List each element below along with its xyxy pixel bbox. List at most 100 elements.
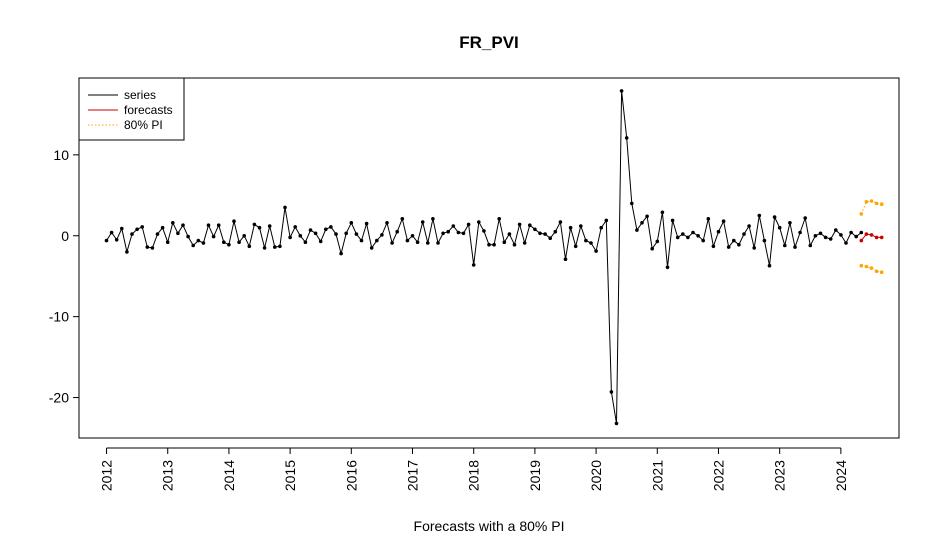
data-point — [818, 231, 823, 236]
x-tick-label: 2013 — [160, 460, 176, 491]
data-point — [747, 224, 751, 228]
data-point — [553, 229, 558, 234]
data-point — [395, 229, 400, 234]
data-point — [630, 201, 634, 206]
data-point — [354, 232, 359, 236]
data-point — [783, 243, 787, 248]
data-point — [426, 241, 430, 245]
data-point — [849, 230, 853, 235]
data-point — [227, 242, 231, 247]
x-tick-label: 2020 — [588, 460, 604, 491]
data-point — [864, 200, 869, 204]
data-point — [415, 240, 420, 244]
data-point — [686, 235, 690, 240]
data-point — [584, 238, 588, 243]
x-tick-label: 2014 — [221, 460, 237, 491]
data-point — [879, 235, 884, 240]
data-point — [349, 221, 354, 225]
data-point — [140, 225, 144, 229]
data-point — [854, 234, 858, 239]
data-point — [267, 224, 272, 228]
data-point — [466, 222, 471, 227]
data-point — [380, 233, 384, 237]
data-point — [410, 234, 415, 238]
data-point — [772, 215, 777, 219]
data-point — [691, 230, 695, 235]
data-point — [390, 241, 394, 245]
data-point — [420, 220, 425, 224]
data-point — [375, 238, 379, 243]
data-point — [543, 232, 547, 236]
data-point — [293, 225, 298, 229]
data-point — [859, 212, 864, 216]
data-point — [145, 245, 150, 249]
data-point — [160, 225, 165, 230]
data-point — [828, 237, 833, 241]
data-point — [120, 226, 124, 231]
series-layer — [104, 89, 884, 426]
data-point — [232, 219, 236, 223]
legend-label: series — [124, 88, 156, 102]
data-point — [803, 216, 807, 220]
data-point — [706, 217, 711, 221]
data-point — [497, 217, 502, 221]
data-point — [808, 243, 813, 248]
data-point — [211, 234, 216, 239]
data-point — [757, 213, 762, 218]
data-point — [308, 228, 313, 232]
data-point — [441, 231, 445, 236]
data-point — [125, 250, 129, 254]
data-point — [696, 234, 700, 238]
data-point — [793, 245, 797, 249]
x-tick-label: 2019 — [527, 460, 543, 491]
data-point — [711, 244, 716, 249]
data-point — [589, 241, 593, 245]
data-point — [278, 244, 282, 249]
data-point — [839, 233, 843, 237]
data-point — [665, 265, 670, 270]
data-point — [257, 225, 262, 230]
data-point — [155, 232, 160, 236]
data-point — [624, 136, 629, 140]
data-point — [171, 221, 175, 225]
x-tick-label: 2016 — [343, 460, 359, 491]
data-point — [288, 235, 292, 240]
data-point — [645, 214, 649, 219]
data-point — [655, 239, 660, 244]
data-point — [726, 245, 731, 249]
data-point — [777, 225, 782, 230]
x-axis: 2012 2013 2014 2015 2016 2017 2018 2019 2020 2021… — [99, 447, 849, 491]
data-point — [109, 230, 114, 235]
data-point — [874, 269, 879, 274]
data-point — [619, 89, 624, 93]
data-point — [609, 390, 614, 394]
data-point — [502, 240, 507, 244]
data-point — [313, 231, 318, 236]
data-point — [869, 199, 874, 203]
data-point — [359, 238, 364, 243]
legend-label: 80% PI — [124, 118, 163, 132]
data-point — [181, 223, 185, 227]
data-point — [507, 232, 512, 236]
data-point — [813, 234, 818, 238]
data-point — [385, 221, 389, 225]
x-tick-label: 2021 — [649, 460, 665, 491]
data-point — [528, 223, 532, 227]
data-point — [660, 210, 665, 215]
data-point — [879, 202, 884, 206]
series-series — [104, 89, 864, 426]
data-point — [477, 220, 481, 224]
data-point — [879, 270, 884, 275]
data-point — [604, 218, 609, 223]
x-tick-label: 2024 — [833, 460, 849, 491]
data-point — [834, 228, 838, 232]
data-point — [339, 251, 343, 256]
data-point — [864, 232, 869, 236]
data-point — [650, 246, 654, 251]
data-point — [701, 238, 705, 243]
data-point — [492, 242, 496, 247]
data-point — [196, 238, 201, 243]
data-point — [436, 241, 440, 245]
data-point — [165, 240, 170, 244]
data-point — [563, 257, 568, 262]
